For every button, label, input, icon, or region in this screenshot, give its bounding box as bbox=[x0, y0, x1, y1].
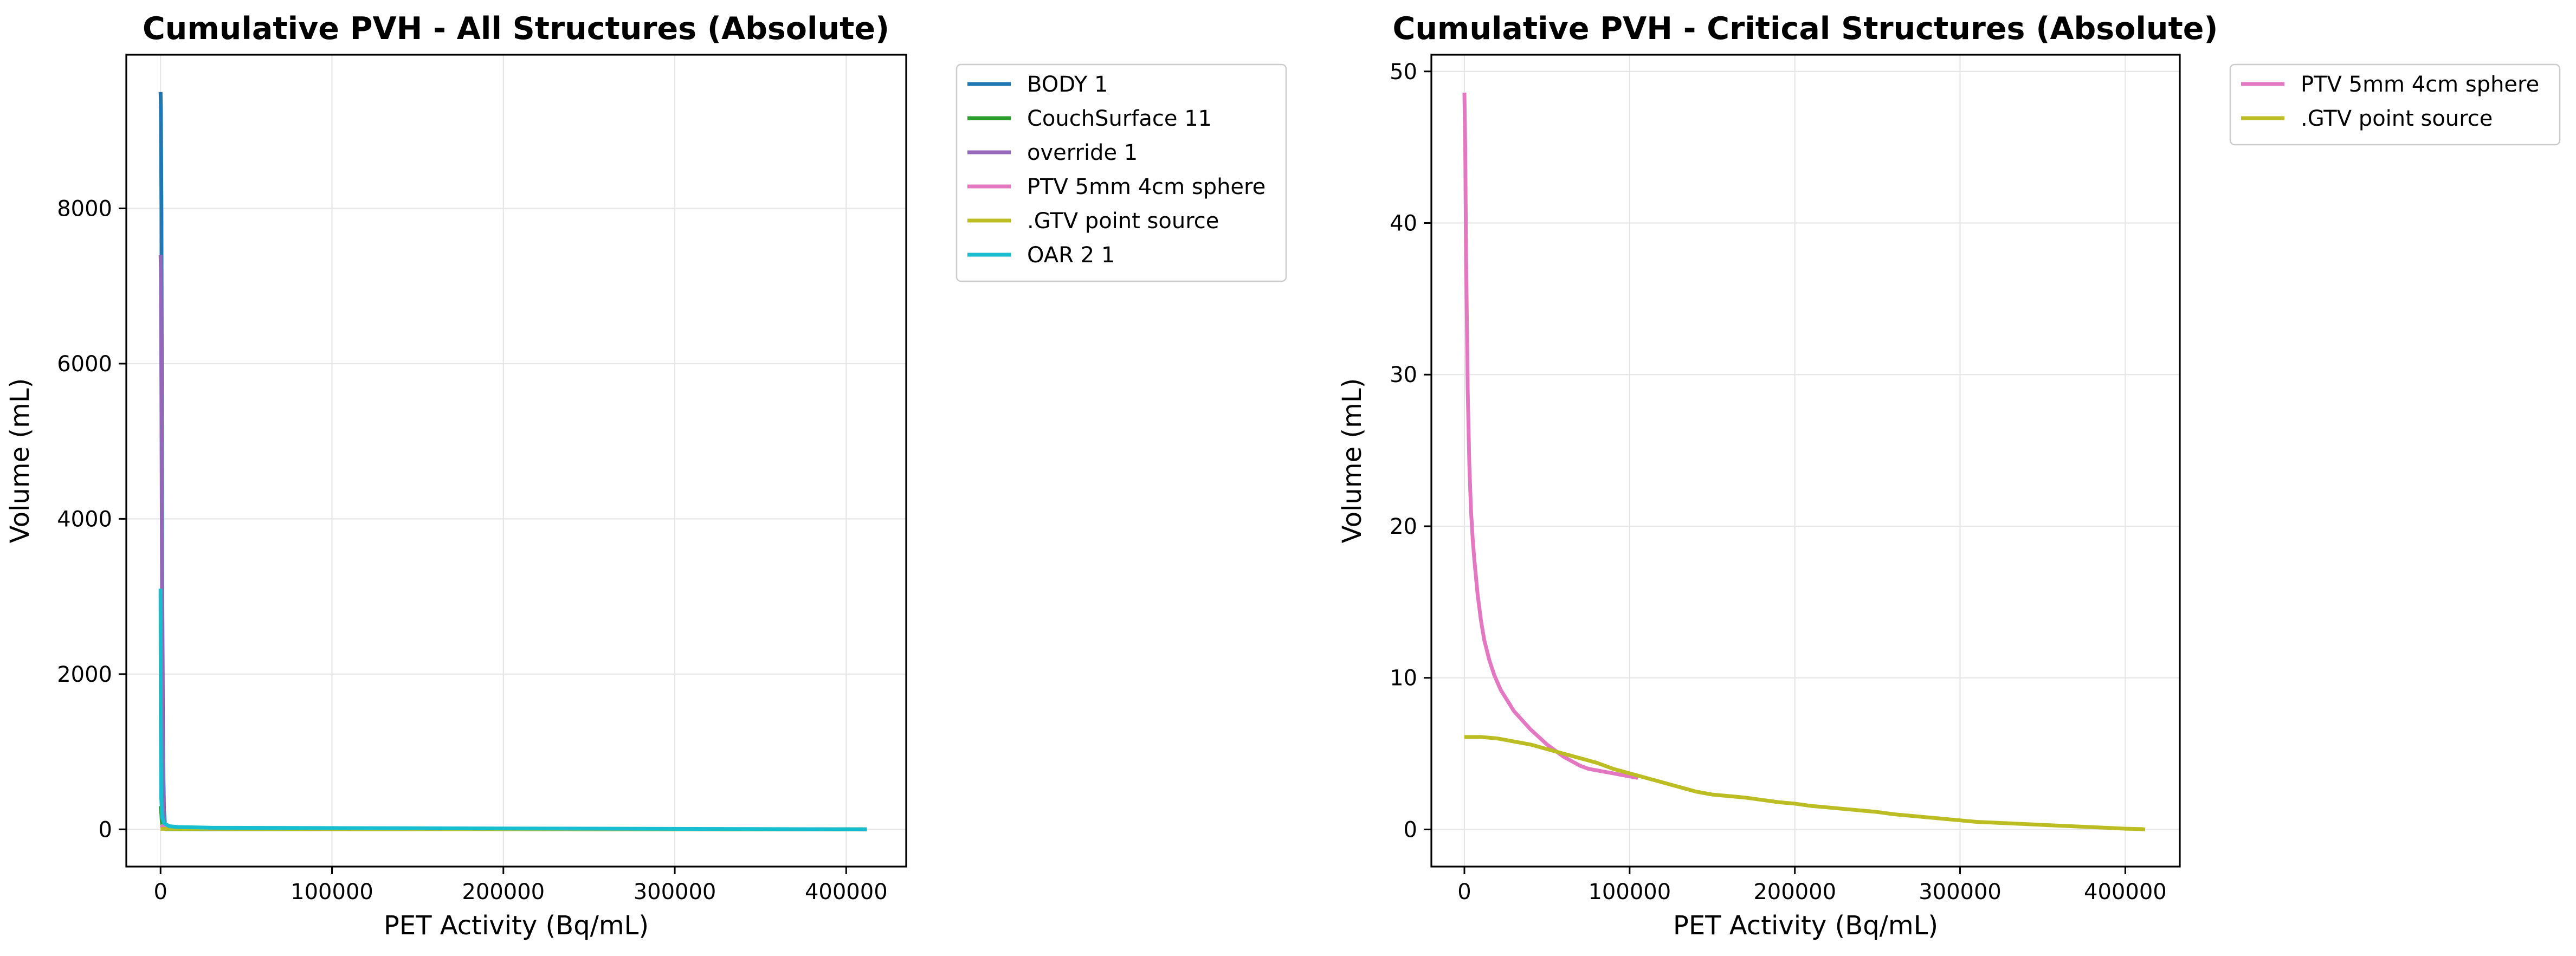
series-group bbox=[1462, 92, 2146, 831]
y-tick-label: 50 bbox=[1390, 60, 1417, 85]
y-axis-ticks: 0 2000 4000 6000 8000 bbox=[57, 197, 126, 842]
y-axis-label: Volume (mL) bbox=[1337, 378, 1367, 544]
legend-item: OAR 2 1 bbox=[967, 243, 1115, 268]
series-line-1 bbox=[158, 92, 867, 831]
chart-title: Cumulative PVH - All Structures (Absolut… bbox=[143, 11, 889, 47]
x-axis-label: PET Activity (Bq/mL) bbox=[384, 910, 649, 941]
legend-label: .GTV point source bbox=[2301, 106, 2493, 131]
y-tick-label: 0 bbox=[99, 817, 112, 842]
legend-label: CouchSurface 11 bbox=[1027, 106, 1212, 131]
y-tick-label: 8000 bbox=[57, 197, 112, 222]
x-axis-ticks: 0 100000 200000 300000 400000 bbox=[154, 867, 888, 905]
legend-item: PTV 5mm 4cm sphere bbox=[2241, 72, 2539, 97]
grid bbox=[126, 55, 906, 867]
x-axis-ticks: 0 100000 200000 300000 400000 bbox=[1457, 867, 2167, 905]
y-tick-label: 0 bbox=[1404, 817, 1417, 842]
y-tick-label: 30 bbox=[1390, 363, 1417, 387]
legend: BODY 1 CouchSurface 11 override 1 PTV 5mm 4… bbox=[955, 63, 1287, 282]
legend-item: PTV 5mm 4cm sphere bbox=[967, 175, 1266, 199]
y-tick-label: 40 bbox=[1390, 211, 1417, 236]
legend-item: .GTV point source bbox=[967, 209, 1219, 234]
legend-label: .GTV point source bbox=[1027, 209, 1219, 234]
x-tick-label: 200000 bbox=[1753, 880, 1836, 905]
chart-title: Cumulative PVH - Critical Structures (Ab… bbox=[1393, 11, 2218, 47]
y-axis-label: Volume (mL) bbox=[5, 378, 35, 544]
legend-item: BODY 1 bbox=[967, 72, 1108, 97]
legend: PTV 5mm 4cm sphere .GTV point source bbox=[2229, 63, 2561, 146]
legend-label: PTV 5mm 4cm sphere bbox=[2301, 72, 2539, 97]
x-tick-label: 200000 bbox=[462, 880, 545, 905]
chart-1: 0 100000 200000 300000 400000 0 2000 4000 6000 80… bbox=[5, 11, 1287, 941]
series-line-6 bbox=[158, 589, 867, 831]
x-tick-label: 0 bbox=[1457, 880, 1471, 905]
legend-item: override 1 bbox=[967, 140, 1138, 165]
legend-label: OAR 2 1 bbox=[1027, 243, 1115, 268]
x-tick-label: 400000 bbox=[805, 880, 888, 905]
legend-label: override 1 bbox=[1027, 140, 1138, 165]
legend-box bbox=[955, 63, 1287, 282]
plot-frame bbox=[125, 54, 907, 868]
series-line-3 bbox=[158, 255, 867, 831]
x-tick-label: 400000 bbox=[2084, 880, 2167, 905]
x-tick-label: 300000 bbox=[634, 880, 716, 905]
x-tick-label: 0 bbox=[154, 880, 167, 905]
x-tick-label: 100000 bbox=[290, 880, 373, 905]
y-tick-label: 20 bbox=[1390, 514, 1417, 539]
series-line-2 bbox=[1464, 735, 2146, 831]
series-line-2 bbox=[158, 805, 867, 831]
plot-frame bbox=[1430, 54, 2181, 868]
x-tick-label: 300000 bbox=[1919, 880, 2002, 905]
x-axis-label: PET Activity (Bq/mL) bbox=[1673, 910, 1938, 941]
legend-box bbox=[2229, 63, 2561, 146]
chart-2: 0 100000 200000 300000 400000 0 10 20 30 40 50 PET … bbox=[1337, 11, 2561, 941]
legend-item: CouchSurface 11 bbox=[967, 106, 1212, 131]
x-tick-label: 100000 bbox=[1588, 880, 1671, 905]
series-group bbox=[158, 92, 867, 831]
legend-label: BODY 1 bbox=[1027, 72, 1108, 97]
legend-label: PTV 5mm 4cm sphere bbox=[1027, 175, 1266, 199]
series-line-1 bbox=[1462, 92, 1638, 780]
y-tick-label: 10 bbox=[1390, 666, 1417, 691]
y-tick-label: 2000 bbox=[57, 662, 112, 687]
y-tick-label: 6000 bbox=[57, 352, 112, 377]
grid bbox=[1431, 55, 2180, 867]
legend-item: .GTV point source bbox=[2241, 106, 2493, 131]
y-tick-label: 4000 bbox=[57, 507, 112, 532]
y-axis-ticks: 0 10 20 30 40 50 bbox=[1390, 60, 1431, 842]
